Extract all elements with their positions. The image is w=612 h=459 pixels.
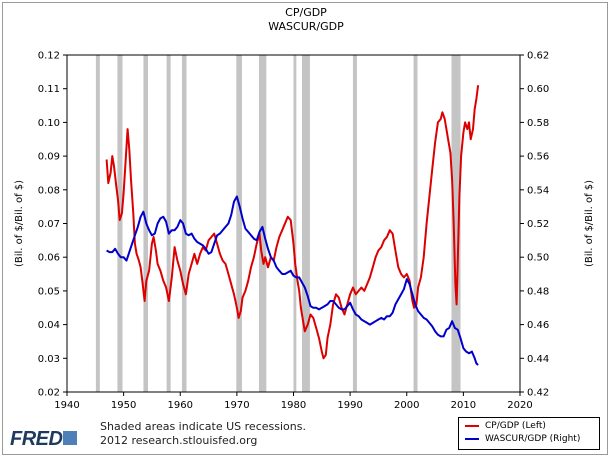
recession-bar-6: [258, 55, 267, 392]
y-left-tick-label-3: 0.05: [38, 286, 60, 297]
y-left-tick-label-4: 0.06: [38, 253, 60, 264]
y-right-tick-label-2: 0.46: [527, 320, 549, 331]
recession-shading-layer: [95, 55, 461, 392]
x-tick-label-0: 1940: [54, 400, 79, 411]
footnote-line-2: 2012 research.stlouisfed.org: [100, 434, 258, 447]
axis-layer: 1940 1950 1960 1970 1980 1990 2000 2010 2020 0.02…: [14, 51, 595, 412]
recession-bar-0: [95, 55, 100, 392]
y-left-tick-label-8: 0.10: [38, 118, 60, 129]
fred-logo-chart-icon: [63, 430, 78, 445]
legend-item-cp: CP/GDP (Left): [465, 421, 546, 431]
series-line-wascur-gdp: [106, 195, 479, 366]
y-right-tick-label-0: 0.42: [527, 388, 549, 399]
x-tick-label-7: 2010: [451, 400, 476, 411]
x-tick-label-6: 2000: [394, 400, 419, 411]
y-left-tick-label-9: 0.11: [38, 84, 60, 95]
recession-bar-7: [293, 55, 297, 392]
recession-bar-9: [352, 55, 357, 392]
y-right-tick-label-9: 0.60: [527, 84, 549, 95]
legend-swatch-wascur: [465, 438, 479, 440]
legend-swatch-cp: [465, 425, 479, 427]
y-right-tick-label-8: 0.58: [527, 118, 549, 129]
recession-bar-4: [181, 55, 187, 392]
y-left-tick-label-0: 0.02: [38, 388, 60, 399]
y-right-tick-label-6: 0.54: [527, 185, 549, 196]
footnote-line-1: Shaded areas indicate US recessions.: [100, 420, 306, 433]
y-right-axis-title: (Bil. of $/Bil. of $): [584, 180, 595, 267]
series-layer: [105, 85, 480, 366]
y-right-tick-label-4: 0.50: [527, 253, 549, 264]
y-right-tick-label-3: 0.48: [527, 286, 549, 297]
y-left-tick-label-6: 0.08: [38, 185, 60, 196]
x-tick-label-2: 1960: [168, 400, 193, 411]
x-tick-label-5: 1990: [337, 400, 362, 411]
y-left-tick-label-10: 0.12: [38, 51, 60, 62]
legend-item-wascur: WASCUR/GDP (Right): [465, 434, 580, 444]
recession-bar-8: [301, 55, 310, 392]
x-tick-label-4: 1980: [281, 400, 306, 411]
footnote: Shaded areas indicate US recessions. 201…: [100, 420, 306, 448]
legend-label-wascur: WASCUR/GDP (Right): [485, 434, 581, 444]
recession-bar-11: [451, 55, 461, 392]
chart-title-line-2: WASCUR/GDP: [268, 20, 344, 33]
x-tick-label-3: 1970: [224, 400, 249, 411]
y-left-tick-label-1: 0.03: [38, 354, 60, 365]
y-right-tick-label-5: 0.52: [527, 219, 549, 230]
recession-bar-5: [236, 55, 242, 392]
recession-bar-10: [413, 55, 418, 392]
y-left-axis-title: (Bil. of $/Bil. of $): [14, 180, 25, 267]
legend: CP/GDP (Left) WASCUR/GDP (Right): [458, 417, 600, 450]
y-right-tick-label-7: 0.56: [527, 152, 549, 163]
y-right-tick-label-10: 0.62: [527, 51, 549, 62]
y-left-tick-label-7: 0.09: [38, 152, 60, 163]
recession-bar-3: [166, 55, 171, 392]
chart-title-line-1: CP/GDP: [285, 6, 327, 19]
y-left-tick-label-5: 0.07: [38, 219, 60, 230]
x-tick-label-8: 2020: [507, 400, 532, 411]
legend-label-cp: CP/GDP (Left): [485, 421, 546, 431]
fred-logo: FRED: [10, 428, 78, 451]
series-line-cp-gdp: [105, 85, 480, 360]
recession-bar-1: [117, 55, 123, 392]
y-right-tick-label-1: 0.44: [527, 354, 549, 365]
x-tick-label-1: 1950: [111, 400, 136, 411]
fred-logo-text: FRED: [10, 428, 63, 450]
y-left-tick-label-2: 0.04: [38, 320, 60, 331]
